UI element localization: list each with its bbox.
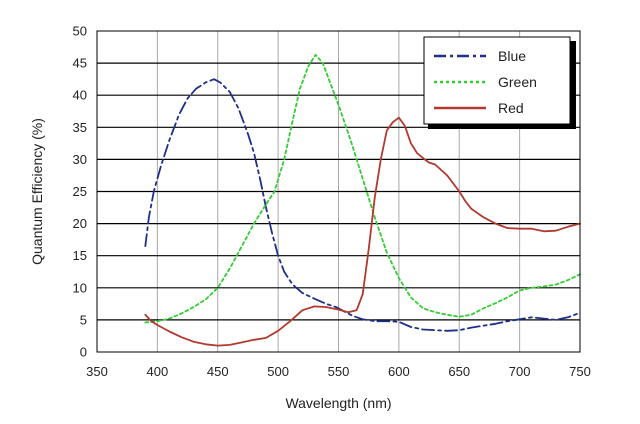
- y-tick-label: 30: [73, 152, 87, 167]
- legend: Blue Green Red: [423, 36, 576, 129]
- y-tick-label: 20: [73, 216, 87, 231]
- x-tick-label: 500: [267, 364, 289, 379]
- x-tick-label: 400: [147, 364, 169, 379]
- y-tick-label: 25: [73, 184, 87, 199]
- x-tick-label: 750: [569, 364, 591, 379]
- y-tick-label: 0: [80, 345, 87, 360]
- y-tick-label: 10: [73, 280, 87, 295]
- legend-label-blue: Blue: [498, 48, 526, 64]
- y-tick-label: 50: [73, 24, 87, 39]
- legend-box: [423, 36, 571, 125]
- x-tick-label: 650: [448, 364, 470, 379]
- x-tick-label: 450: [207, 364, 229, 379]
- y-axis-ticks: 0 5 10 15 20 25 30 35 40 45 50: [73, 24, 87, 360]
- y-tick-label: 15: [73, 248, 87, 263]
- y-tick-label: 35: [73, 120, 87, 135]
- x-axis-ticks: 350 400 450 500 550 600 650 700 750: [86, 364, 591, 379]
- y-tick-label: 5: [80, 312, 87, 327]
- y-tick-label: 45: [73, 56, 87, 71]
- x-tick-label: 550: [328, 364, 350, 379]
- x-tick-label: 350: [86, 364, 108, 379]
- series-lines: [144, 53, 581, 347]
- y-axis-title: Quantum Efficiency (%): [29, 118, 45, 265]
- series-line-red: [144, 116, 581, 347]
- x-axis-title: Wavelength (nm): [285, 395, 391, 411]
- x-tick-label: 700: [509, 364, 531, 379]
- series-line-green: [144, 53, 581, 324]
- legend-label-green: Green: [498, 74, 537, 90]
- y-tick-label: 40: [73, 88, 87, 103]
- plot-area-frame: [96, 30, 581, 353]
- x-tick-label: 600: [388, 364, 410, 379]
- legend-label-red: Red: [498, 100, 524, 116]
- series-line-blue: [144, 78, 581, 332]
